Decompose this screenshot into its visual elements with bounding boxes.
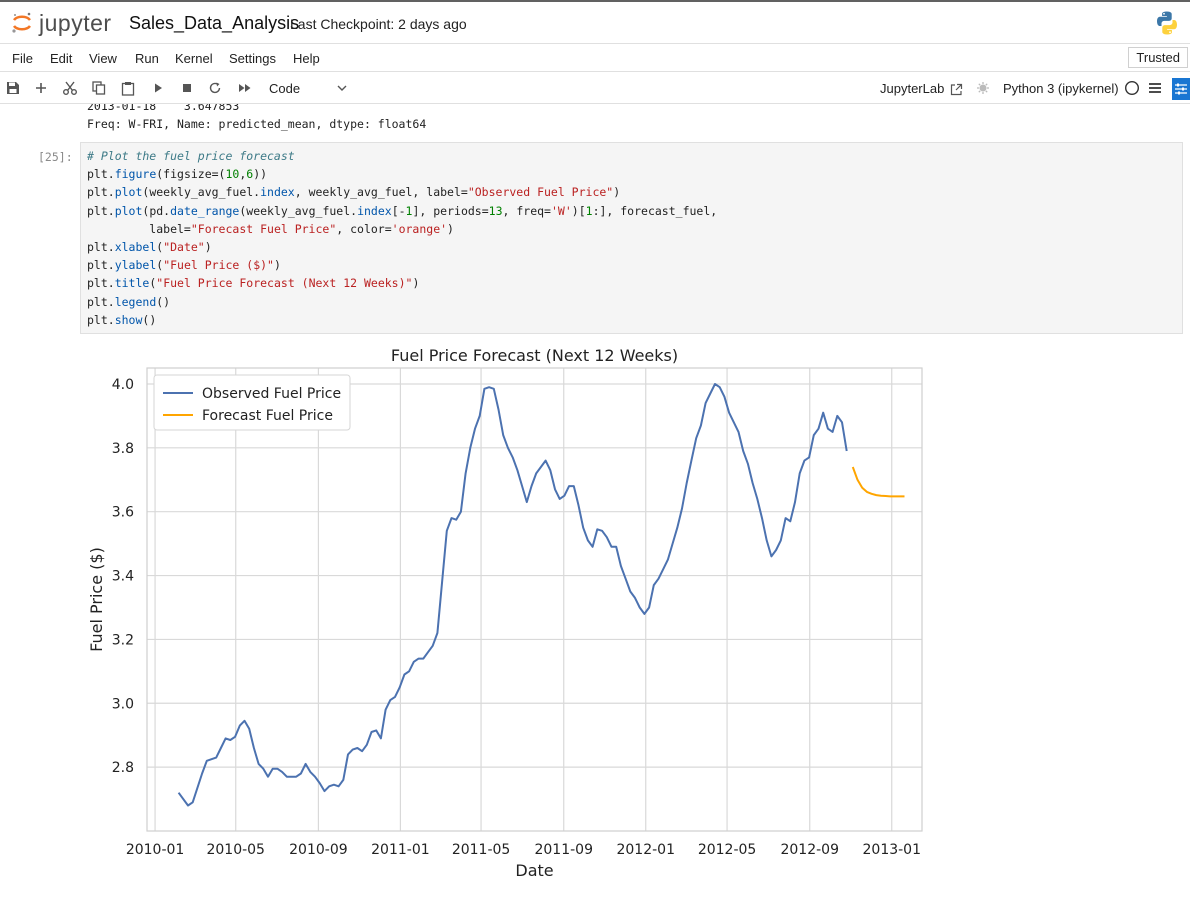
output-line-2: Freq: W-FRI, Name: predicted_mean, dtype… bbox=[87, 117, 427, 131]
x-tick-label: 2010-09 bbox=[289, 842, 348, 858]
python-logo-icon bbox=[1157, 11, 1177, 35]
y-tick-label: 3.8 bbox=[112, 441, 134, 457]
paste-icon[interactable] bbox=[119, 79, 137, 97]
kernel-status-icon bbox=[1123, 79, 1141, 97]
restart-icon[interactable] bbox=[206, 79, 224, 97]
jupyter-logo-icon bbox=[12, 12, 32, 33]
x-tick-label: 2012-01 bbox=[616, 842, 675, 858]
code-line: label="Forecast Fuel Price", color='oran… bbox=[87, 221, 454, 236]
code-line: plt.ylabel("Fuel Price ($)") bbox=[87, 258, 281, 273]
window-top-border bbox=[0, 0, 1190, 2]
menu-file[interactable]: File bbox=[12, 51, 33, 66]
checkpoint-status: Last Checkpoint: 2 days ago bbox=[290, 16, 467, 32]
code-line: # Plot the fuel price forecast bbox=[87, 149, 295, 163]
series-line-observed bbox=[177, 383, 848, 807]
x-axis-label: Date bbox=[515, 861, 553, 880]
code-line: plt.show() bbox=[87, 312, 157, 327]
y-tick-label: 3.6 bbox=[112, 505, 134, 521]
menu-kernel[interactable]: Kernel bbox=[175, 51, 213, 66]
code-line: plt.plot(pd.date_range(weekly_avg_fuel.i… bbox=[87, 203, 718, 218]
output-line-1: 2013-01-18 3.647853 bbox=[87, 104, 240, 113]
menu-edit[interactable]: Edit bbox=[50, 51, 73, 66]
notebook-title[interactable]: Sales_Data_Analysis bbox=[129, 13, 300, 33]
menu-view[interactable]: View bbox=[89, 51, 117, 66]
code-line: plt.legend() bbox=[87, 294, 171, 309]
code-line: plt.figure(figsize=(10,6)) bbox=[87, 167, 268, 182]
y-tick-label: 3.0 bbox=[112, 696, 134, 712]
stop-icon[interactable] bbox=[178, 79, 196, 97]
code-line: plt.plot(weekly_avg_fuel.index, weekly_a… bbox=[87, 185, 621, 200]
y-tick-label: 3.4 bbox=[112, 569, 134, 585]
chart-svg: 2010-01 2010-05 2010-09 2011-01 2011-05 2011-… bbox=[87, 346, 923, 880]
notebook-header: jupyter Sales_Data_Analysis Last Checkpo… bbox=[0, 2, 1190, 44]
code-line: plt.title("Fuel Price Forecast (Next 12 … bbox=[87, 276, 420, 291]
code-cell-editor[interactable]: # Plot the fuel price forecast plt.figure… bbox=[80, 142, 1183, 334]
x-tick-label: 2013-01 bbox=[863, 842, 922, 858]
external-link-icon[interactable] bbox=[947, 80, 965, 98]
menu-run[interactable]: Run bbox=[135, 51, 159, 66]
chevron-down-icon bbox=[336, 82, 348, 97]
cell-type-value: Code bbox=[269, 81, 301, 96]
jupyterlab-link[interactable]: JupyterLab bbox=[880, 81, 945, 96]
kernel-name[interactable]: Python 3 (ipykernel) bbox=[1003, 81, 1119, 96]
jupyter-wordmark: jupyter bbox=[39, 9, 112, 36]
execution-count: [25]: bbox=[38, 150, 73, 164]
cell-type-select[interactable]: Code bbox=[265, 78, 350, 99]
menu-settings[interactable]: Settings bbox=[229, 51, 276, 66]
fast-forward-icon[interactable] bbox=[236, 79, 254, 97]
legend-label: Observed Fuel Price bbox=[202, 386, 341, 402]
y-tick-label: 3.2 bbox=[112, 632, 134, 648]
x-tick-label: 2011-09 bbox=[534, 842, 593, 858]
fuel-price-chart: 2010-01 2010-05 2010-09 2011-01 2011-05 2011-… bbox=[80, 342, 940, 904]
menu-lines-icon[interactable] bbox=[1146, 79, 1164, 97]
chart-title: Fuel Price Forecast (Next 12 Weeks) bbox=[391, 346, 678, 365]
run-icon[interactable] bbox=[149, 79, 167, 97]
series-line-forecast bbox=[851, 466, 905, 498]
x-tick-label: 2011-05 bbox=[452, 842, 511, 858]
copy-icon[interactable] bbox=[90, 79, 108, 97]
x-tick-label: 2010-05 bbox=[206, 842, 265, 858]
menu-bar: File Edit View Run Kernel Settings Help … bbox=[0, 44, 1190, 72]
x-tick-label: 2012-09 bbox=[780, 842, 839, 858]
x-tick-label: 2011-01 bbox=[371, 842, 430, 858]
property-inspector-icon[interactable] bbox=[1172, 78, 1190, 100]
code-line: plt.xlabel("Date") bbox=[87, 240, 212, 254]
menu-help[interactable]: Help bbox=[293, 51, 320, 66]
debugger-icon[interactable] bbox=[974, 79, 992, 97]
y-tick-label: 2.8 bbox=[112, 760, 134, 776]
y-tick-label: 4.0 bbox=[112, 377, 134, 393]
trusted-badge[interactable]: Trusted bbox=[1128, 47, 1188, 68]
jupyter-logo[interactable]: jupyter bbox=[10, 9, 112, 37]
notebook-panel: 2013-01-18 3.647853 Freq: W-FRI, Name: p… bbox=[0, 104, 1190, 904]
save-icon[interactable] bbox=[4, 79, 22, 97]
cut-icon[interactable] bbox=[61, 79, 79, 97]
plot-frame bbox=[146, 367, 923, 832]
legend-box bbox=[153, 374, 351, 431]
add-cell-icon[interactable] bbox=[32, 79, 50, 97]
x-tick-label: 2010-01 bbox=[126, 842, 185, 858]
x-tick-label: 2012-05 bbox=[698, 842, 757, 858]
notebook-toolbar: Code JupyterLab Python 3 (ipykernel) bbox=[0, 73, 1190, 104]
y-axis-label: Fuel Price ($) bbox=[87, 547, 106, 652]
legend-label: Forecast Fuel Price bbox=[202, 408, 333, 424]
